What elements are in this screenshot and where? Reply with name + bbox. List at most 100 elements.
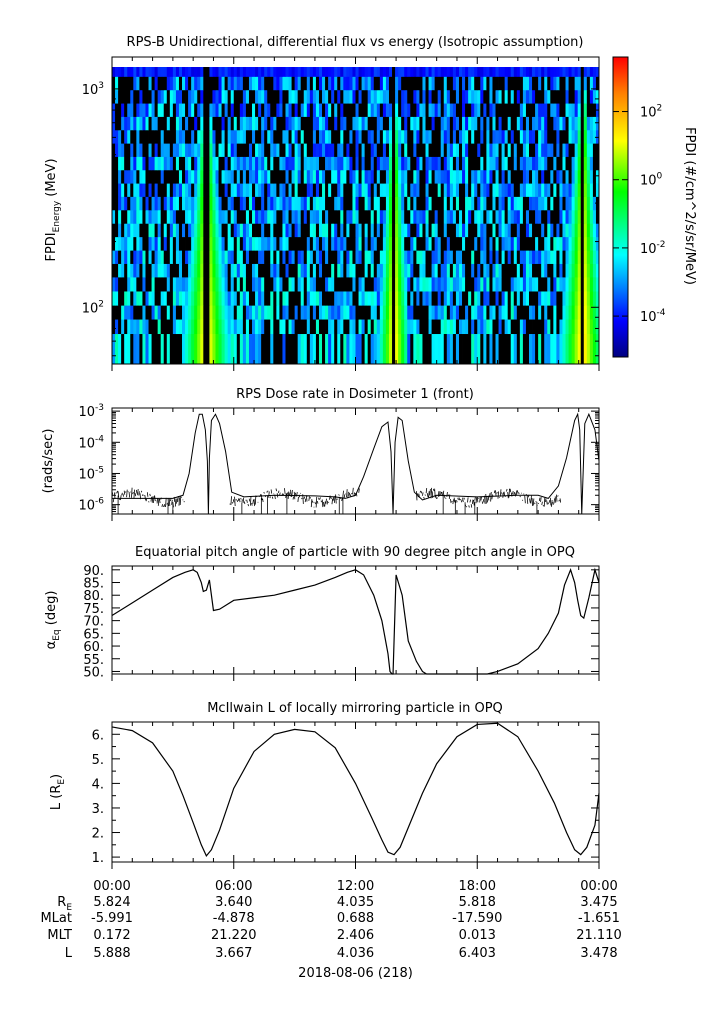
spectrogram-cell	[166, 129, 171, 144]
spectrogram-cell	[154, 156, 159, 171]
spectrogram-cell	[312, 143, 317, 157]
spectrogram-cell	[185, 223, 189, 238]
spectrogram-cell	[562, 156, 566, 171]
spectrogram-cell	[392, 250, 396, 264]
spectrogram-cell	[455, 89, 460, 104]
spectrogram-cell	[334, 263, 338, 278]
spectrogram-cell	[206, 319, 210, 335]
spectrogram-cell	[559, 305, 563, 320]
spectrogram-cell	[535, 333, 539, 365]
spectrogram-cell	[227, 67, 232, 77]
spectrogram-cell	[589, 183, 594, 197]
spectrogram-cell	[142, 129, 146, 144]
spectrogram-cell	[522, 103, 527, 117]
spectrogram-cell	[458, 116, 463, 131]
spectrogram-cell	[139, 169, 143, 184]
spectrogram-cell	[379, 76, 384, 91]
spectrogram-cell	[139, 291, 143, 306]
spectrogram-cell	[422, 333, 426, 365]
spectrogram-cell	[166, 76, 171, 91]
spectrogram-cell	[139, 319, 143, 335]
spectrogram-cell	[218, 156, 222, 171]
spectrogram-cell	[154, 89, 159, 104]
spectrogram-cell	[367, 223, 372, 238]
spectrogram-cell	[252, 103, 256, 117]
spectrogram-cell	[188, 103, 192, 117]
spectrogram-cell	[364, 196, 369, 211]
spectrogram-cell	[434, 89, 439, 104]
spectrogram-cell	[419, 196, 423, 211]
spectrogram-cell	[574, 76, 579, 91]
spectrogram-cell	[364, 116, 369, 131]
spectrogram-cell	[407, 129, 411, 144]
spectrogram-cell	[419, 333, 423, 365]
spectrogram-cell	[115, 156, 119, 171]
spectrogram-cell	[200, 236, 204, 251]
spectrogram-cell	[437, 143, 442, 157]
spectrogram-cell	[166, 319, 171, 335]
spectrogram-cell	[233, 143, 238, 157]
spectrogram-cell	[118, 277, 122, 292]
spectrogram-cell	[312, 250, 317, 264]
spectrogram-cell	[437, 196, 442, 211]
spectrogram-cell	[398, 156, 402, 171]
spectrogram-cell	[522, 156, 527, 171]
spectrogram-cell	[182, 67, 186, 77]
spectrogram-cell	[504, 196, 509, 211]
spectrogram-cell	[203, 103, 207, 117]
spectrogram-cell	[218, 169, 222, 184]
spectrogram-cell	[245, 103, 250, 117]
spectrogram-cell	[538, 67, 542, 77]
spectrogram-cell	[261, 277, 265, 292]
spectrogram-cell	[255, 156, 259, 171]
spectrogram-cell	[227, 209, 232, 224]
spectrogram-cell	[322, 263, 326, 278]
spectrogram-cell	[358, 333, 362, 365]
spectrogram-cell	[398, 236, 402, 251]
spectrogram-cell	[571, 116, 576, 131]
spectrogram-cell	[358, 76, 362, 91]
spectrogram-cell	[178, 333, 183, 365]
spectrogram-cell	[227, 263, 232, 278]
spectrogram-cell	[541, 333, 545, 365]
spectrogram-cell	[416, 196, 420, 211]
spectrogram-cell	[495, 116, 499, 131]
spectrogram-cell	[227, 116, 232, 131]
spectrogram-cell	[446, 183, 451, 197]
spectrogram-cell	[337, 250, 341, 264]
spectrogram-cell	[419, 129, 423, 144]
spectrogram-cell	[312, 89, 317, 104]
spectrogram-cell	[583, 263, 588, 278]
spectrogram-cell	[242, 156, 247, 171]
spectrogram-cell	[215, 156, 219, 171]
spectrogram-cell	[343, 116, 347, 131]
spectrogram-cell	[236, 103, 241, 117]
spectrogram-cell	[468, 319, 472, 335]
spectrogram-cell	[325, 116, 329, 131]
spectrogram-cell	[489, 156, 493, 171]
spectrogram-cell	[401, 277, 405, 292]
spectrogram-cell	[522, 89, 527, 104]
spectrogram-cell	[398, 76, 402, 91]
spectrogram-cell	[419, 67, 423, 77]
spectrogram-cell	[468, 196, 472, 211]
spectrogram-cell	[276, 116, 280, 131]
spectrogram-cell	[379, 89, 384, 104]
spectrogram-cell	[188, 129, 192, 144]
spectrogram-cell	[355, 67, 359, 77]
panel2-y-tick-label-exponent: -5	[95, 465, 104, 475]
spectrogram-cell	[455, 103, 460, 117]
colorbar-tick-label-base: 10	[640, 106, 657, 121]
spectrogram-cell	[169, 89, 174, 104]
spectrogram-cell	[547, 236, 551, 251]
spectrogram-cell	[401, 89, 405, 104]
spectrogram-cell	[261, 183, 265, 197]
spectrogram-cell	[343, 196, 347, 211]
spectrogram-cell	[492, 143, 496, 157]
spectrogram-cell	[331, 291, 335, 306]
spectrogram-cell	[452, 305, 457, 320]
spectrogram-cell	[553, 209, 557, 224]
spectrogram-cell	[127, 305, 131, 320]
spectrogram-cell	[571, 67, 576, 77]
spectrogram-cell	[233, 89, 238, 104]
